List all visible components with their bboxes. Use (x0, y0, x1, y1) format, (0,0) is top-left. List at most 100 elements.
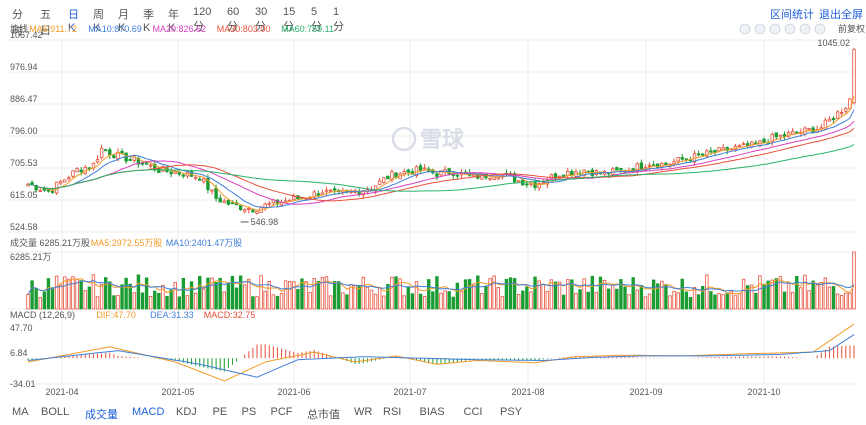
volume-bar (455, 282, 460, 310)
period-tab-5[interactable]: 季K (143, 9, 154, 34)
undo-icon (739, 23, 751, 35)
kline-chart[interactable]: 1067.42 976.94 886.47 796.00 705.53 615.05 524… (0, 22, 866, 404)
indicator-tab-7[interactable]: PCF (270, 406, 293, 418)
period-tab-0[interactable]: 分时 (12, 9, 23, 37)
indicator-tabs: MA BOLL 成交量 MACD KDJ PE PS PCF 总市值 WR RSI BIAS CCI PS… (0, 403, 866, 423)
candle-body (852, 49, 856, 104)
indicator-tab-10[interactable]: RSI (383, 406, 402, 418)
ma-line-5 (27, 96, 855, 211)
indicator-tab-9[interactable]: WR (354, 406, 373, 418)
indicator-tab-8[interactable]: 总市值 (307, 409, 340, 421)
period-tab-9[interactable]: 30分 (255, 6, 268, 33)
candle-body (795, 131, 799, 134)
volume-bar (153, 290, 157, 310)
volume-bar (549, 279, 554, 310)
indicator-tab-3[interactable]: MACD (132, 406, 165, 418)
period-tab-11[interactable]: 5分 (311, 6, 322, 33)
candle-body (50, 191, 55, 193)
volume-bar (198, 275, 202, 310)
volume-bar (427, 279, 431, 310)
indicator-tab-6[interactable]: PS (241, 406, 257, 418)
indicator-tab-11[interactable]: BIAS (419, 406, 445, 418)
candle-body (75, 168, 79, 173)
candle-body (161, 166, 165, 172)
volume-bar (660, 280, 664, 310)
period-tab-2[interactable]: 日K (68, 9, 79, 34)
indicator-tab-4[interactable]: KDJ (176, 406, 197, 418)
period-tab-8[interactable]: 60分 (227, 6, 240, 33)
volume-bar (790, 291, 795, 310)
price-tick-label-1: 976.94 (10, 62, 38, 72)
candle-body (541, 182, 545, 185)
candle-body (435, 173, 439, 177)
period-tab-12[interactable]: 1分 (333, 6, 344, 33)
exit-fullscreen-link[interactable]: 退出全屏 (819, 9, 863, 21)
indicator-tab-2[interactable]: 成交量 (85, 409, 118, 421)
period-tab-3[interactable]: 周K (93, 9, 104, 34)
volume-bar (635, 289, 639, 310)
volume-bar (222, 291, 226, 310)
volume-bar (332, 280, 337, 310)
candle-body (95, 158, 100, 163)
volume-bar (87, 286, 92, 310)
macd-tick-label-1: 6.84 (10, 348, 28, 358)
volume-bar (533, 276, 537, 310)
period-tab-7[interactable]: 120分 (193, 6, 212, 33)
volume-bar (402, 295, 406, 310)
price-tick-label-0: 1067.42 (10, 30, 43, 40)
volume-bar (521, 290, 525, 310)
candle-body (619, 167, 623, 171)
x-tick-label-0: 2021-04 (45, 387, 78, 397)
range-stats-link[interactable]: 区间统计 (770, 9, 814, 21)
volume-bar (349, 284, 353, 310)
candle-body (721, 147, 725, 150)
volume-bar (688, 297, 693, 310)
candle-body (206, 178, 210, 191)
indicator-tab-0[interactable]: MA (12, 406, 29, 418)
volume-bar (721, 294, 725, 310)
candle-body (651, 164, 656, 167)
candle-body (63, 179, 67, 183)
candle-body (173, 171, 177, 174)
volume-bar (177, 296, 181, 310)
volume-bar (144, 277, 149, 310)
indicator-tab-12[interactable]: CCI (463, 406, 483, 418)
ma-line-20 (27, 120, 855, 205)
volume-bar (656, 283, 660, 310)
candle-body (835, 111, 840, 119)
period-tab-4[interactable]: 月K (118, 9, 129, 34)
volume-bar (46, 278, 51, 310)
volume-bar (361, 276, 366, 310)
price-tick-label-4: 705.53 (10, 158, 38, 168)
prev-icon (784, 23, 796, 35)
volume-bar (443, 290, 447, 310)
volume-bar (42, 291, 47, 310)
volume-bar (230, 275, 235, 310)
indicator-tab-13[interactable]: PSY (500, 406, 523, 418)
volume-bar (226, 283, 231, 310)
candle-body (672, 161, 676, 164)
volume-bar (782, 291, 787, 310)
candle-body (488, 177, 492, 180)
candle-body (79, 169, 83, 173)
volume-bar (320, 277, 325, 310)
volume-bar (173, 282, 177, 310)
period-tab-6[interactable]: 年K (168, 9, 179, 34)
volume-bar (627, 294, 631, 310)
candle-body (255, 210, 259, 214)
volume-bar (831, 286, 836, 310)
indicator-tab-1[interactable]: BOLL (41, 406, 70, 418)
indicator-tab-5[interactable]: PE (212, 406, 228, 418)
period-tab-10[interactable]: 15分 (283, 6, 296, 33)
macd-tick-label-0: 47.70 (10, 323, 33, 333)
volume-bar (369, 289, 374, 310)
candle-body (557, 175, 562, 178)
candle-body (202, 178, 206, 183)
period-tab-1[interactable]: 五日 (40, 9, 51, 37)
volume-bar (337, 281, 341, 310)
price-tick-label-3: 796.00 (10, 126, 38, 136)
volume-bar (316, 280, 321, 310)
candle-body (267, 202, 271, 205)
candle-body (709, 150, 713, 153)
volume-bar (729, 290, 734, 310)
